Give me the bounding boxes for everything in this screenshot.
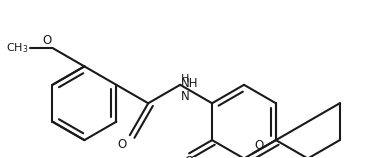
Text: O: O [184,155,194,158]
Text: O: O [254,139,263,152]
Text: H: H [181,74,189,84]
Text: CH$_3$: CH$_3$ [6,41,29,55]
Text: O: O [118,138,127,151]
Text: N: N [181,90,190,103]
Text: O: O [43,34,52,47]
Text: NH: NH [181,77,199,90]
